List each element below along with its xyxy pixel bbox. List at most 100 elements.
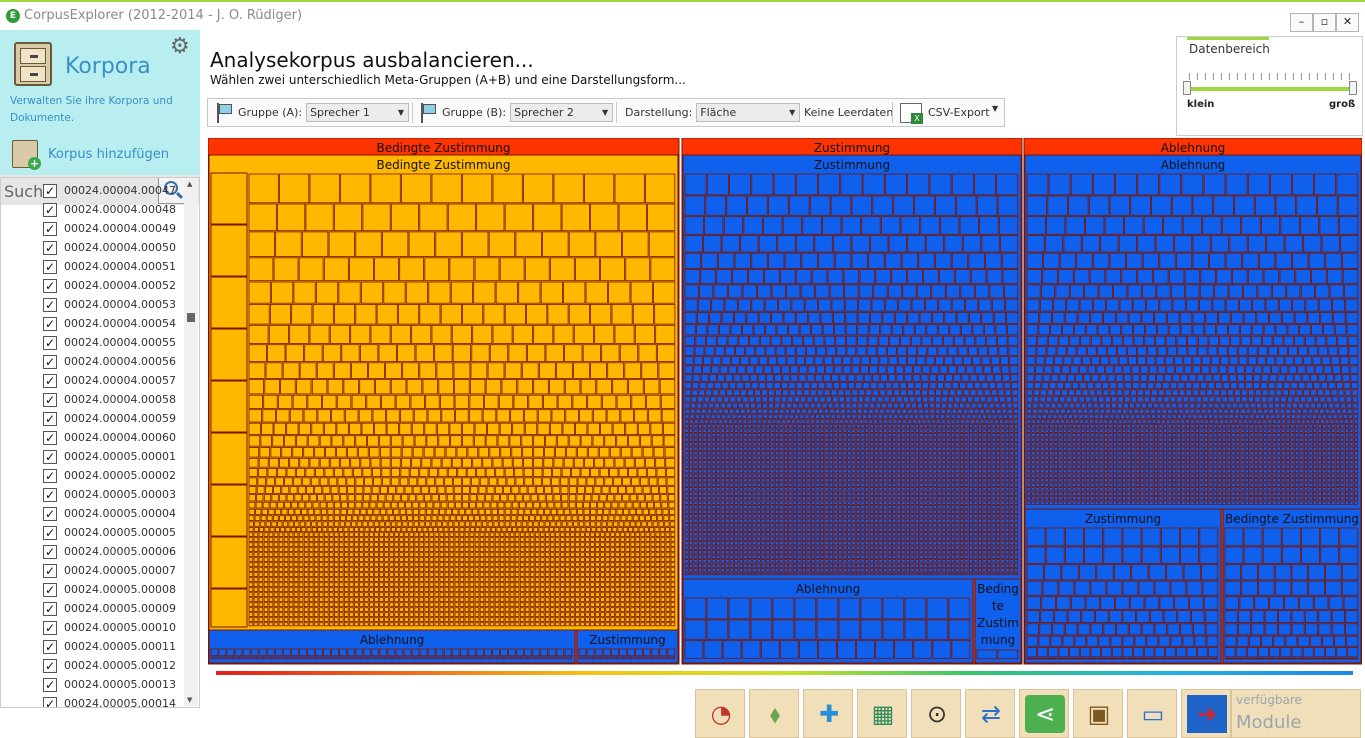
list-item[interactable]: ✓ 00024.00005.00004 — [43, 504, 176, 523]
report-module-button[interactable]: ◔ — [695, 689, 745, 738]
document-label: 00024.00004.00059 — [64, 412, 176, 425]
chevron-down-icon: ▼ — [789, 108, 796, 117]
scroll-thumb[interactable] — [187, 313, 195, 322]
list-item[interactable]: ✓ 00024.00004.00049 — [43, 219, 176, 238]
table-module-button[interactable]: ▦ — [857, 689, 907, 738]
list-item[interactable]: ✓ 00024.00005.00005 — [43, 523, 176, 542]
list-item[interactable]: ✓ 00024.00005.00012 — [43, 656, 176, 675]
shuffle-module-button[interactable]: ⇄ — [965, 689, 1015, 738]
tag-module-button[interactable]: ⬧ — [749, 689, 799, 738]
search-label[interactable]: Suche — [4, 182, 54, 201]
document-checkbox[interactable]: ✓ — [43, 354, 57, 369]
document-label: 00024.00004.00051 — [64, 260, 176, 273]
document-checkbox[interactable]: ✓ — [43, 240, 57, 255]
treemap-group-label: Bedingte Zustimmung — [376, 141, 510, 155]
document-checkbox[interactable]: ✓ — [43, 468, 57, 483]
close-button[interactable]: ✕ — [1336, 13, 1359, 32]
available-modules-button[interactable]: verfügbare Module — [1231, 689, 1361, 738]
document-checkbox[interactable]: ✓ — [43, 582, 57, 597]
document-label: 00024.00004.00058 — [64, 393, 176, 406]
list-item[interactable]: ✓ 00024.00005.00007 — [43, 561, 176, 580]
document-checkbox[interactable]: ✓ — [43, 183, 57, 198]
document-checkbox[interactable]: ✓ — [43, 677, 57, 692]
list-item[interactable]: ✓ 00024.00004.00058 — [43, 390, 176, 409]
binoculars-module-button[interactable]: ⊙ — [911, 689, 961, 738]
document-checkbox[interactable]: ✓ — [43, 696, 57, 707]
available-modules-label: verfügbare — [1236, 693, 1302, 707]
maximize-button[interactable]: ▫ — [1313, 13, 1336, 32]
document-label: 00024.00004.00049 — [64, 222, 176, 235]
range-max-thumb[interactable] — [1349, 81, 1357, 95]
list-item[interactable]: ✓ 00024.00004.00057 — [43, 371, 176, 390]
treemap-tile-label: Zustim — [977, 616, 1019, 630]
document-label: 00024.00005.00009 — [64, 602, 176, 615]
document-checkbox[interactable]: ✓ — [43, 563, 57, 578]
list-item[interactable]: ✓ 00024.00005.00009 — [43, 599, 176, 618]
range-min-thumb[interactable] — [1183, 81, 1191, 95]
document-checkbox[interactable]: ✓ — [43, 316, 57, 331]
document-checkbox[interactable]: ✓ — [43, 449, 57, 464]
scroll-down-icon[interactable]: ▼ — [187, 696, 193, 704]
empty-data-toggle[interactable]: Keine Leerdaten — [804, 99, 893, 126]
list-item[interactable]: ✓ 00024.00005.00003 — [43, 485, 176, 504]
list-item[interactable]: ✓ 00024.00004.00052 — [43, 276, 176, 295]
group-b-dropdown[interactable]: Sprecher 2 ▼ — [510, 103, 614, 122]
settings-gear-icon[interactable]: ⚙ — [170, 34, 190, 59]
exit-module-button[interactable]: ➜ — [1181, 689, 1231, 738]
minimize-button[interactable]: – — [1290, 13, 1313, 32]
document-checkbox[interactable]: ✓ — [43, 506, 57, 521]
list-item[interactable]: ✓ 00024.00005.00010 — [43, 618, 176, 637]
document-checkbox[interactable]: ✓ — [43, 373, 57, 388]
list-item[interactable]: ✓ 00024.00004.00056 — [43, 352, 176, 371]
group-a-dropdown[interactable]: Sprecher 1 ▼ — [306, 103, 410, 122]
scroll-up-icon[interactable]: ▲ — [187, 180, 193, 188]
list-item[interactable]: ✓ 00024.00005.00013 — [43, 675, 176, 694]
document-checkbox[interactable]: ✓ — [43, 544, 57, 559]
list-item[interactable]: ✓ 00024.00005.00014 — [43, 694, 176, 707]
treemap-tile-label: Ablehnung — [1161, 158, 1226, 172]
document-checkbox[interactable]: ✓ — [43, 430, 57, 445]
list-item[interactable]: ✓ 00024.00004.00048 — [43, 200, 176, 219]
document-checkbox[interactable]: ✓ — [43, 392, 57, 407]
list-item[interactable]: ✓ 00024.00004.00050 — [43, 238, 176, 257]
monitor-module-button[interactable]: ▭ — [1127, 689, 1177, 738]
document-checkbox[interactable]: ✓ — [43, 658, 57, 673]
document-checkbox[interactable]: ✓ — [43, 335, 57, 350]
document-checkbox[interactable]: ✓ — [43, 411, 57, 426]
csv-export-button[interactable]: X CSV-Export — [900, 99, 990, 126]
document-checkbox[interactable]: ✓ — [43, 525, 57, 540]
list-item[interactable]: ✓ 00024.00005.00001 — [43, 447, 176, 466]
document-checkbox[interactable]: ✓ — [43, 487, 57, 502]
list-item[interactable]: ✓ 00024.00004.00055 — [43, 333, 176, 352]
share-module-button[interactable]: ⋖ — [1019, 689, 1069, 738]
puzzle-module-button[interactable]: ✚ — [803, 689, 853, 738]
list-item[interactable]: ✓ 00024.00004.00047 — [43, 181, 176, 200]
document-checkbox[interactable]: ✓ — [43, 297, 57, 312]
document-checkbox[interactable]: ✓ — [43, 639, 57, 654]
available-modules-title: Module — [1236, 712, 1302, 733]
display-dropdown[interactable]: Fläche ▼ — [696, 103, 801, 122]
list-scrollbar[interactable]: ▲ ▼ — [184, 178, 198, 706]
document-checkbox[interactable]: ✓ — [43, 601, 57, 616]
document-checkbox[interactable]: ✓ — [43, 620, 57, 635]
list-item[interactable]: ✓ 00024.00004.00054 — [43, 314, 176, 333]
document-checkbox[interactable]: ✓ — [43, 202, 57, 217]
chip-module-button[interactable]: ▣ — [1073, 689, 1123, 738]
list-item[interactable]: ✓ 00024.00004.00051 — [43, 257, 176, 276]
file-cabinet-icon — [14, 42, 52, 86]
list-item[interactable]: ✓ 00024.00005.00006 — [43, 542, 176, 561]
list-item[interactable]: ✓ 00024.00004.00053 — [43, 295, 176, 314]
add-korpus-button[interactable]: + Korpus hinzufügen — [12, 140, 169, 170]
treemap-tile-label: Ablehnung — [796, 582, 861, 596]
list-item[interactable]: ✓ 00024.00005.00011 — [43, 637, 176, 656]
document-checkbox[interactable]: ✓ — [43, 221, 57, 236]
list-item[interactable]: ✓ 00024.00005.00002 — [43, 466, 176, 485]
document-checkbox[interactable]: ✓ — [43, 259, 57, 274]
list-item[interactable]: ✓ 00024.00004.00059 — [43, 409, 176, 428]
list-item[interactable]: ✓ 00024.00004.00060 — [43, 428, 176, 447]
toolbar-overflow-icon[interactable]: ▼ — [992, 104, 999, 113]
document-checkbox[interactable]: ✓ — [43, 278, 57, 293]
spreadsheet-export-icon: X — [900, 102, 923, 124]
table-icon: ▦ — [871, 700, 895, 728]
list-item[interactable]: ✓ 00024.00005.00008 — [43, 580, 176, 599]
